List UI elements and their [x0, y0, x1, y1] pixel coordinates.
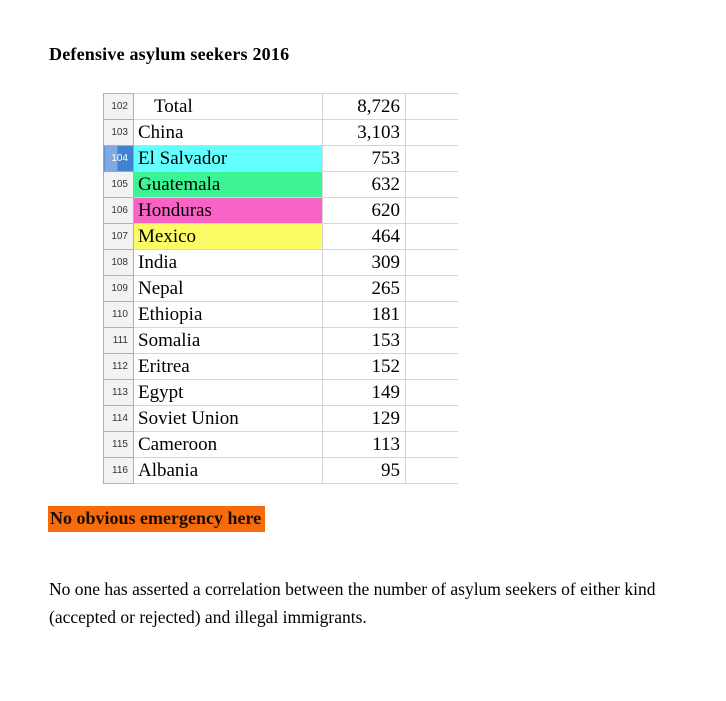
table-row: 105 Guatemala 632	[103, 171, 458, 198]
empty-cell[interactable]	[405, 327, 458, 354]
empty-cell[interactable]	[405, 275, 458, 302]
value-cell[interactable]: 113	[322, 431, 406, 458]
country-name-cell[interactable]: Cameroon	[133, 431, 323, 458]
highlighted-note: No obvious emergency here	[48, 506, 266, 532]
country-name-cell[interactable]: Honduras	[133, 197, 323, 224]
empty-cell[interactable]	[405, 301, 458, 328]
empty-cell[interactable]	[405, 223, 458, 250]
row-number-cell[interactable]: 109	[103, 275, 134, 302]
value-cell[interactable]: 152	[322, 353, 406, 380]
row-number-cell[interactable]: 105	[103, 171, 134, 198]
row-number-cell[interactable]: 106	[103, 197, 134, 224]
asylum-table-body: 102 Total 8,726 103 China 3,103 104 El S…	[103, 93, 458, 484]
row-number-cell[interactable]: 102	[103, 93, 134, 120]
table-row: 112 Eritrea 152	[103, 353, 458, 380]
country-name-cell[interactable]: Mexico	[133, 223, 323, 250]
country-name-cell[interactable]: Soviet Union	[133, 405, 323, 432]
country-name-cell[interactable]: China	[133, 119, 323, 146]
empty-cell[interactable]	[405, 93, 458, 120]
country-name-cell[interactable]: Nepal	[133, 275, 323, 302]
value-cell[interactable]: 620	[322, 197, 406, 224]
table-row: 108 India 309	[103, 249, 458, 276]
table-row: 113 Egypt 149	[103, 379, 458, 406]
table-row: 107 Mexico 464	[103, 223, 458, 250]
row-number-cell[interactable]: 111	[103, 327, 134, 354]
table-row: 104 El Salvador 753	[103, 145, 458, 172]
value-cell[interactable]: 309	[322, 249, 406, 276]
row-number-cell[interactable]: 115	[103, 431, 134, 458]
row-number-cell[interactable]: 112	[103, 353, 134, 380]
value-cell[interactable]: 153	[322, 327, 406, 354]
body-paragraph: No one has asserted a correlation betwee…	[49, 578, 656, 627]
country-name-cell[interactable]: Somalia	[133, 327, 323, 354]
table-row: 109 Nepal 265	[103, 275, 458, 302]
empty-cell[interactable]	[405, 405, 458, 432]
value-cell[interactable]: 181	[322, 301, 406, 328]
empty-cell[interactable]	[405, 197, 458, 224]
page-title: Defensive asylum seekers 2016	[49, 44, 290, 64]
value-cell[interactable]: 8,726	[322, 93, 406, 120]
table-row: 115 Cameroon 113	[103, 431, 458, 458]
country-name-cell[interactable]: Eritrea	[133, 353, 323, 380]
country-name-cell[interactable]: Total	[133, 93, 323, 120]
value-cell[interactable]: 129	[322, 405, 406, 432]
country-name-cell[interactable]: El Salvador	[133, 145, 323, 172]
row-number-cell[interactable]: 116	[103, 457, 134, 484]
empty-cell[interactable]	[405, 145, 458, 172]
asylum-seekers-table: 102 Total 8,726 103 China 3,103 104 El S…	[103, 93, 458, 484]
value-cell[interactable]: 149	[322, 379, 406, 406]
value-cell[interactable]: 95	[322, 457, 406, 484]
table-row: 106 Honduras 620	[103, 197, 458, 224]
table-row: 102 Total 8,726	[103, 93, 458, 120]
row-number-cell[interactable]: 107	[103, 223, 134, 250]
country-name-cell[interactable]: Ethiopia	[133, 301, 323, 328]
value-cell[interactable]: 265	[322, 275, 406, 302]
row-number-cell[interactable]: 113	[103, 379, 134, 406]
table-row: 116 Albania 95	[103, 457, 458, 484]
country-name-cell[interactable]: Egypt	[133, 379, 323, 406]
empty-cell[interactable]	[405, 249, 458, 276]
empty-cell[interactable]	[405, 457, 458, 484]
table-row: 111 Somalia 153	[103, 327, 458, 354]
value-cell[interactable]: 3,103	[322, 119, 406, 146]
empty-cell[interactable]	[405, 171, 458, 198]
country-name-cell[interactable]: India	[133, 249, 323, 276]
table-row: 114 Soviet Union 129	[103, 405, 458, 432]
empty-cell[interactable]	[405, 431, 458, 458]
row-number-cell[interactable]: 110	[103, 301, 134, 328]
empty-cell[interactable]	[405, 353, 458, 380]
row-number-cell[interactable]: 104	[103, 145, 134, 172]
row-number-cell[interactable]: 103	[103, 119, 134, 146]
row-number-cell[interactable]: 108	[103, 249, 134, 276]
empty-cell[interactable]	[405, 379, 458, 406]
value-cell[interactable]: 753	[322, 145, 406, 172]
empty-cell[interactable]	[405, 119, 458, 146]
row-number-cell[interactable]: 114	[103, 405, 134, 432]
table-row: 110 Ethiopia 181	[103, 301, 458, 328]
country-name-cell[interactable]: Guatemala	[133, 171, 323, 198]
value-cell[interactable]: 464	[322, 223, 406, 250]
value-cell[interactable]: 632	[322, 171, 406, 198]
country-name-cell[interactable]: Albania	[133, 457, 323, 484]
table-row: 103 China 3,103	[103, 119, 458, 146]
